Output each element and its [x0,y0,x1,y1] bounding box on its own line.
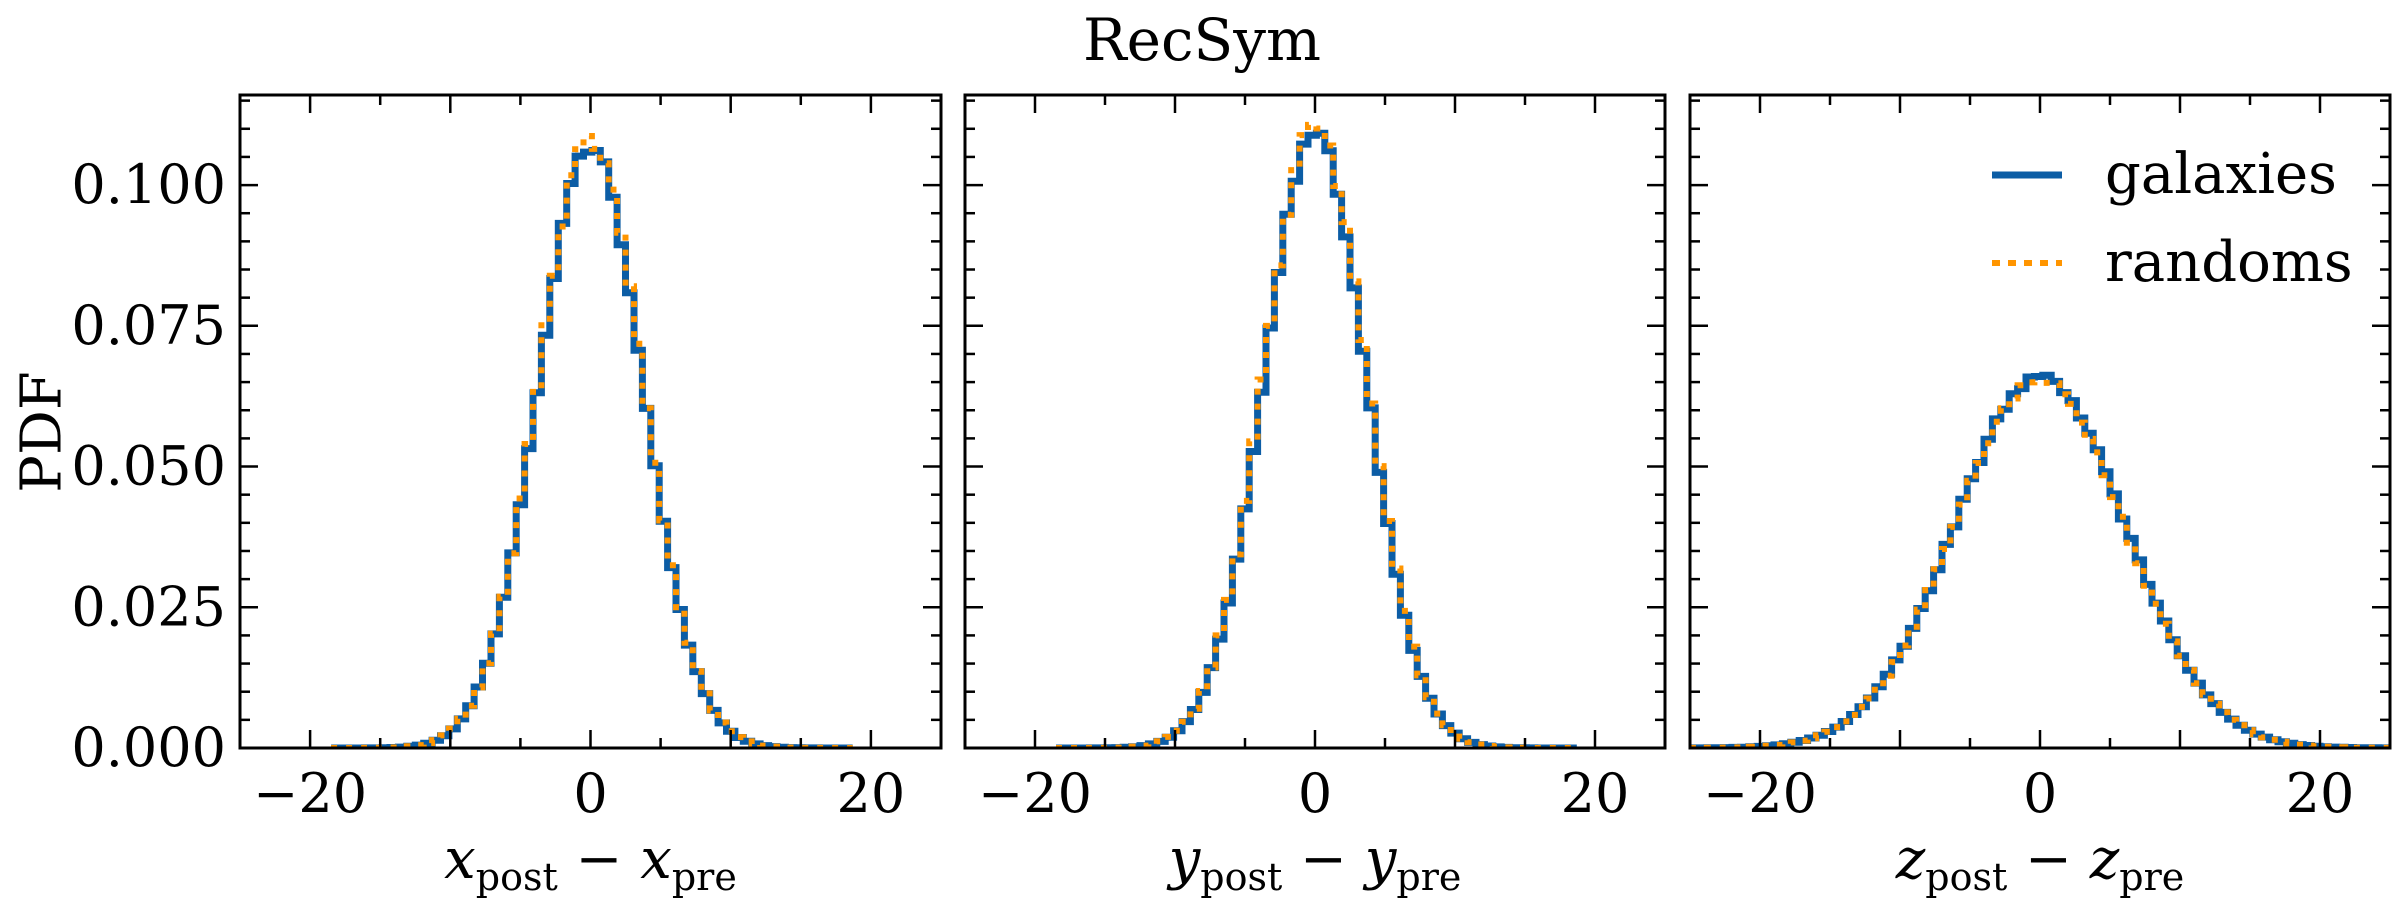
x-tick-label: 20 [837,762,906,825]
y-tick-label: 0.050 [71,435,226,498]
x-axis-label-y: ypost − ypre [1166,827,1462,899]
series-randoms-z [1690,379,2390,748]
x-axis-label-x: xpost − xpre [444,827,737,899]
x-tick-label: −20 [1703,762,1817,825]
x-tick-label: 0 [2023,762,2057,825]
y-tick-label: 0.100 [71,153,226,216]
y-tick-label: 0.000 [71,716,226,779]
series-galaxies-y [1056,129,1577,748]
y-tick-label: 0.075 [71,294,226,357]
panel-x: −20 0 20 0.000 0.025 0.050 0.075 0.100 xpost − x… [71,93,943,899]
x-tick-label: −20 [253,762,367,825]
x-tick-label: 0 [1298,762,1332,825]
x-tick-label: −20 [978,762,1092,825]
panel-y: −20 0 20 ypost − ypre [963,93,1667,899]
x-tick-label: 20 [1561,762,1630,825]
axes-frame-y [963,93,1667,750]
axes-frame-x [238,93,943,750]
x-tick-label: 0 [573,762,607,825]
legend-label-randoms: randoms [2105,230,2353,295]
x-axis-label-z: zpost − zpre [1895,827,2185,899]
series-randoms-x [331,133,853,748]
series-galaxies-x [331,147,853,748]
panel-z: −20 0 20 zpost − zpre galaxies randoms [1688,93,2392,899]
series-randoms-y [1056,121,1577,748]
x-tick-label: 20 [2286,762,2355,825]
figure-title: RecSym [1083,6,1321,74]
y-tick-label: 0.025 [71,575,226,638]
series-galaxies-z [1690,371,2390,748]
legend-label-galaxies: galaxies [2105,142,2337,207]
